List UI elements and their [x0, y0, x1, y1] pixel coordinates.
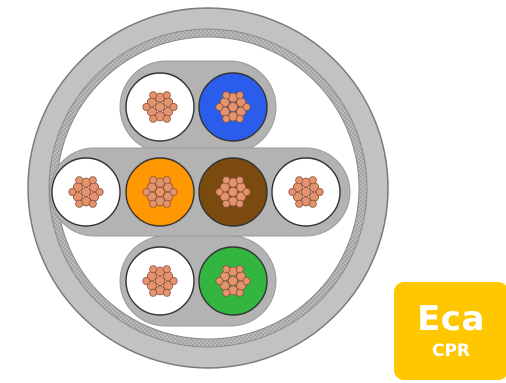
- conductor-strand: [75, 176, 84, 185]
- conductor-strand: [227, 186, 238, 197]
- conductor-strand: [222, 265, 231, 274]
- conductor-strand: [162, 114, 171, 123]
- conductor-strand: [308, 176, 317, 185]
- conductor-strand: [162, 199, 171, 208]
- conductor-strand: [149, 199, 158, 208]
- pair-1-wire-2: [198, 72, 268, 142]
- conductor-strand: [222, 114, 231, 123]
- conductor-strand: [295, 199, 304, 208]
- conductor-strand: [215, 276, 224, 285]
- conductor-strand: [227, 275, 238, 286]
- conductor-strand: [149, 91, 158, 100]
- pair-4-wire-1: [125, 246, 195, 316]
- conductor-strand: [154, 102, 165, 113]
- pair-2-wire-1: [51, 157, 121, 227]
- pair-3-wire-1: [198, 157, 268, 227]
- conductor-strand: [149, 114, 158, 123]
- pair-1-wire-1: [125, 72, 195, 142]
- pair-2-wire-2: [125, 157, 195, 227]
- conductor-strand: [162, 176, 171, 185]
- conductor-strand: [235, 176, 244, 185]
- conductor-strand: [169, 276, 178, 285]
- conductor-strand: [227, 102, 238, 113]
- conductor-strand: [242, 187, 251, 196]
- conductor-strand: [295, 176, 304, 185]
- conductor-strand: [149, 288, 158, 297]
- conductor-strand: [68, 187, 77, 196]
- conductor-strand: [222, 176, 231, 185]
- conductor-strand: [149, 176, 158, 185]
- cpr-class-badge: Eca CPR: [394, 282, 506, 380]
- conductor-strand: [142, 103, 151, 112]
- conductor-strand: [88, 176, 97, 185]
- conductor-strand: [162, 265, 171, 274]
- conductor-strand: [300, 186, 311, 197]
- conductor-strand: [149, 265, 158, 274]
- conductor-strand: [222, 91, 231, 100]
- conductor-strand: [235, 114, 244, 123]
- badge-subtitle: CPR: [431, 341, 471, 361]
- conductor-strand: [308, 199, 317, 208]
- conductor-strand: [222, 199, 231, 208]
- conductor-strand: [154, 186, 165, 197]
- wire-group: [51, 72, 341, 316]
- conductor-strand: [215, 187, 224, 196]
- conductor-strand: [288, 187, 297, 196]
- conductor-strand: [242, 103, 251, 112]
- pair-3-wire-2: [271, 157, 341, 227]
- pair-4-wire-2: [198, 246, 268, 316]
- conductor-strand: [75, 199, 84, 208]
- conductor-strand: [154, 275, 165, 286]
- conductor-strand: [222, 288, 231, 297]
- conductor-strand: [162, 288, 171, 297]
- conductor-strand: [142, 187, 151, 196]
- conductor-strand: [162, 91, 171, 100]
- conductor-strand: [235, 199, 244, 208]
- conductor-strand: [315, 187, 324, 196]
- conductor-strand: [235, 91, 244, 100]
- badge-title: Eca: [417, 299, 485, 339]
- conductor-strand: [235, 288, 244, 297]
- conductor-strand: [169, 187, 178, 196]
- conductor-strand: [215, 103, 224, 112]
- conductor-strand: [81, 186, 92, 197]
- conductor-strand: [169, 103, 178, 112]
- conductor-strand: [88, 199, 97, 208]
- conductor-strand: [242, 276, 251, 285]
- conductor-strand: [142, 276, 151, 285]
- conductor-strand: [95, 187, 104, 196]
- conductor-strand: [235, 265, 244, 274]
